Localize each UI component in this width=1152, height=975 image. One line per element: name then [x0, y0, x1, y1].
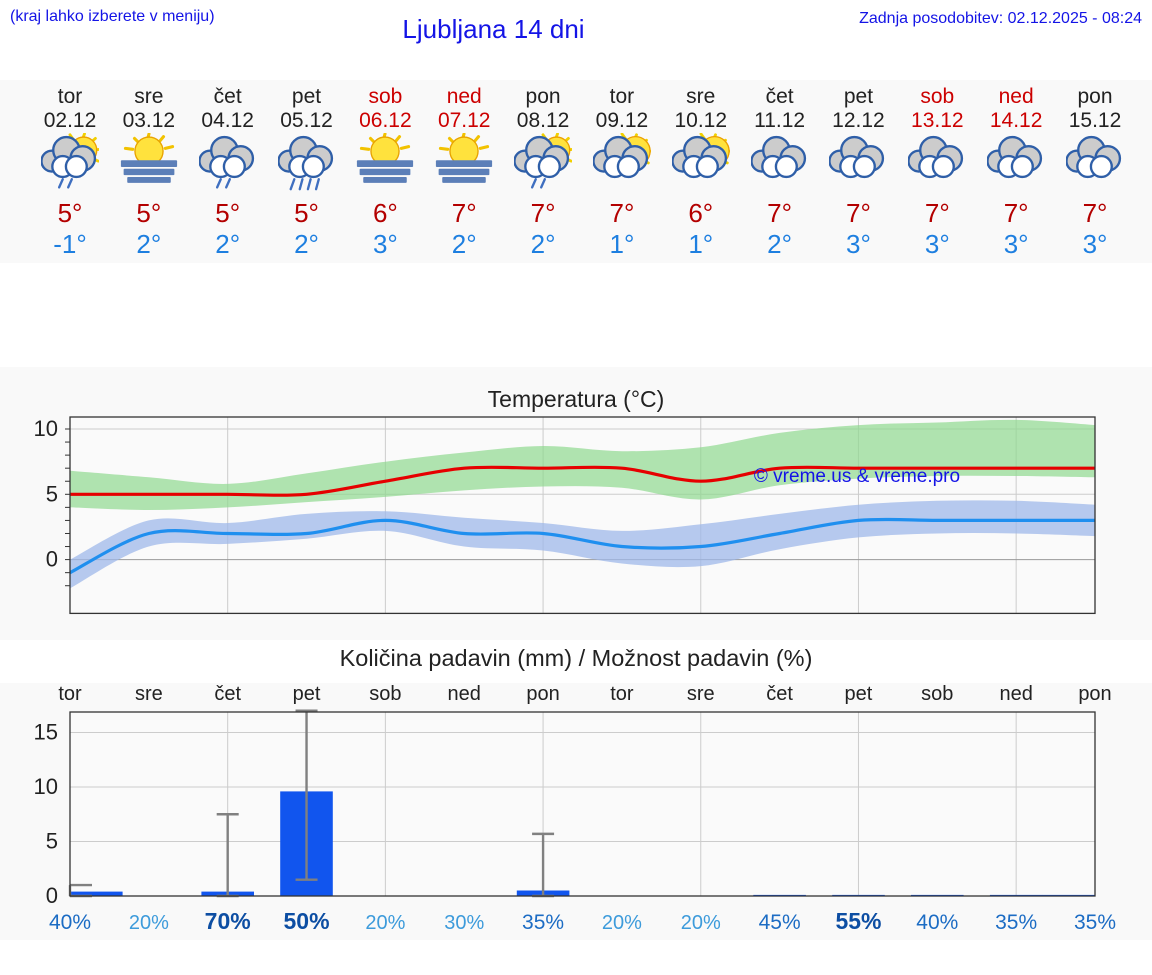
svg-text:20%: 20% — [602, 912, 642, 934]
svg-text:pon: pon — [526, 683, 559, 705]
svg-text:35%: 35% — [995, 911, 1037, 934]
svg-text:sre: sre — [687, 683, 715, 705]
svg-text:55%: 55% — [835, 908, 881, 934]
svg-text:35%: 35% — [522, 911, 564, 934]
svg-text:45%: 45% — [759, 911, 801, 934]
svg-text:20%: 20% — [365, 912, 405, 934]
svg-text:ned: ned — [999, 683, 1032, 705]
svg-text:20%: 20% — [681, 912, 721, 934]
svg-text:10: 10 — [34, 774, 58, 799]
svg-text:ned: ned — [448, 683, 481, 705]
svg-text:pet: pet — [845, 683, 873, 705]
svg-text:30%: 30% — [444, 912, 484, 934]
svg-text:pet: pet — [293, 683, 321, 705]
svg-text:20%: 20% — [129, 912, 169, 934]
svg-text:40%: 40% — [916, 911, 958, 934]
svg-text:0: 0 — [46, 883, 58, 908]
svg-text:5: 5 — [46, 829, 58, 854]
svg-text:40%: 40% — [49, 911, 91, 934]
svg-text:sob: sob — [921, 683, 953, 705]
svg-text:čet: čet — [214, 683, 241, 705]
svg-text:35%: 35% — [1074, 911, 1116, 934]
svg-text:tor: tor — [58, 683, 82, 705]
svg-text:tor: tor — [610, 683, 634, 705]
svg-text:70%: 70% — [205, 908, 251, 934]
svg-text:pon: pon — [1078, 683, 1111, 705]
svg-text:sob: sob — [369, 683, 401, 705]
svg-text:50%: 50% — [284, 908, 330, 934]
svg-text:sre: sre — [135, 683, 163, 705]
svg-text:čet: čet — [766, 683, 793, 705]
svg-text:15: 15 — [34, 720, 58, 745]
